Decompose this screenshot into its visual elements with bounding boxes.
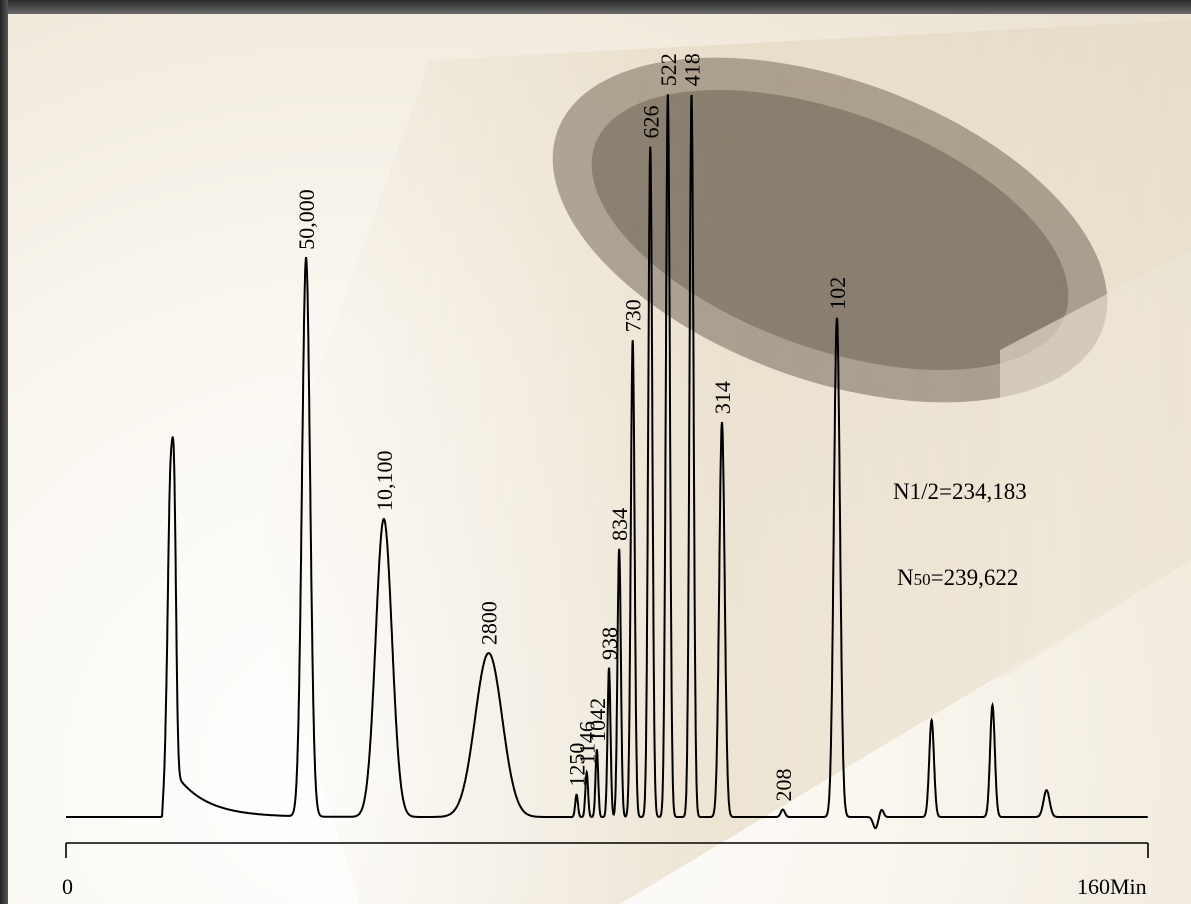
peak-label: 418 <box>680 53 705 86</box>
peak-label: 50,000 <box>294 189 319 250</box>
frame-left-shadow <box>0 0 8 904</box>
annotation-n50: N50=239,622 <box>897 565 1018 590</box>
peak-label: 102 <box>825 277 850 310</box>
peak-label: 2800 <box>477 601 502 645</box>
peak-label: 208 <box>771 769 796 802</box>
x-tick-label-end: 160Min <box>1077 874 1147 899</box>
peak-label: 1042 <box>585 698 610 742</box>
frame-top-shadow <box>0 0 1191 14</box>
peak-label: 730 <box>621 299 646 332</box>
chromatogram-trace <box>66 94 1148 830</box>
peak-label: 834 <box>607 508 632 541</box>
x-axis <box>65 842 1149 858</box>
peak-label: 1250 <box>565 743 590 787</box>
chart-frame: 0 160Min 50,000 10,100 2800 1250 1146 1042 938… <box>8 14 1191 904</box>
peak-label: 10,100 <box>372 451 397 512</box>
peak-label: 1146 <box>575 721 600 764</box>
annotation-n-half: N1/2=234,183 <box>893 479 1027 504</box>
peak-label: 314 <box>710 381 735 414</box>
peak-label: 522 <box>656 53 681 86</box>
x-tick-label-start: 0 <box>62 874 73 899</box>
peak-label: 938 <box>597 627 622 660</box>
peak-label: 626 <box>638 106 663 139</box>
